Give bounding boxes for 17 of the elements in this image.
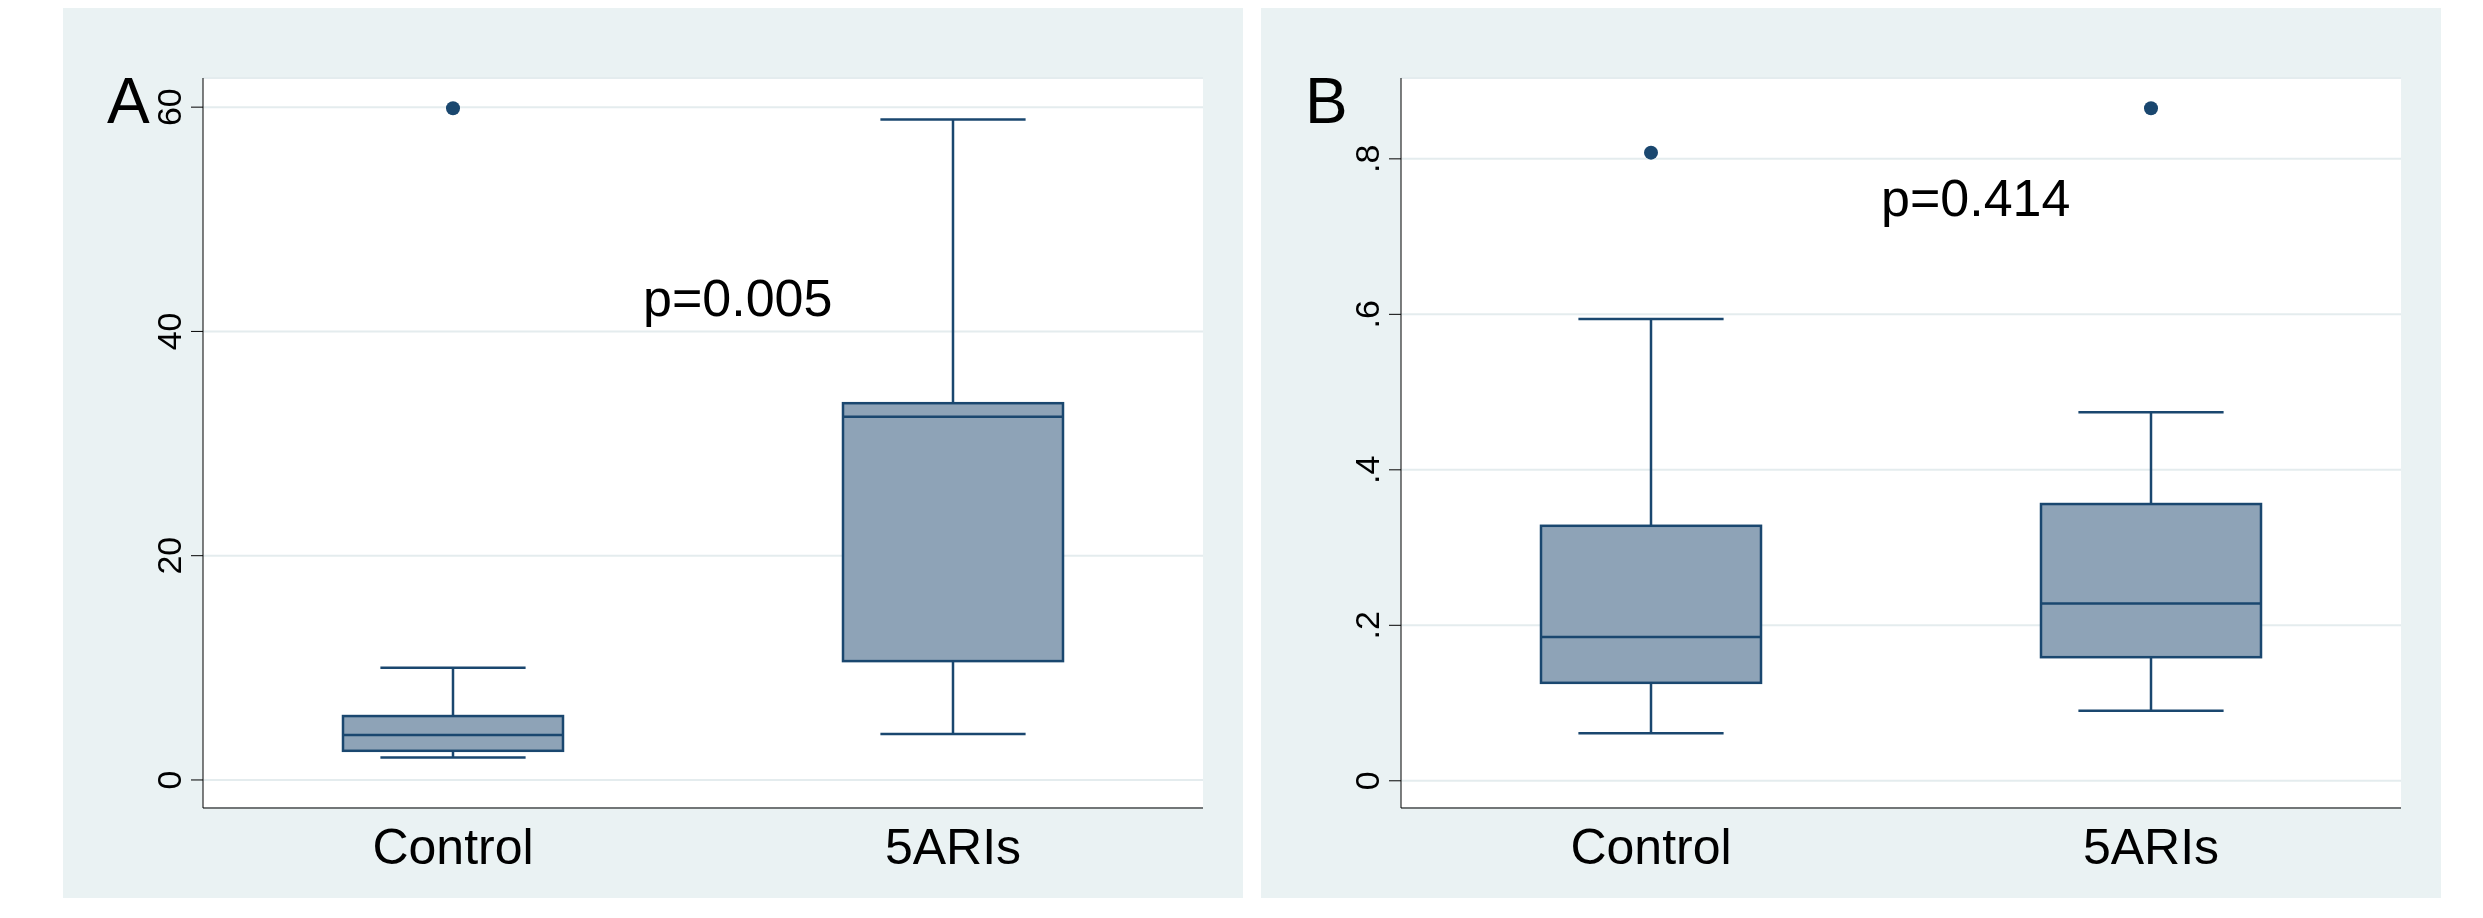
y-tick-label: .8 [1348, 144, 1386, 174]
y-tick-label: 20 [150, 536, 188, 575]
x-tick-label: 5ARIs [2082, 818, 2220, 875]
y-tick-label: .2 [1348, 611, 1386, 640]
y-tick-label: .6 [1348, 300, 1386, 329]
y-tick-label: .4 [1348, 455, 1386, 484]
annotation: p=0.005 [643, 268, 833, 328]
annotation: p=0.414 [1881, 168, 2071, 228]
chart-title: A [107, 64, 150, 138]
chart-title: B [1305, 64, 1348, 138]
x-tick-label: 5ARIs [884, 818, 1022, 875]
y-tick-label: 0 [150, 770, 188, 790]
y-tick-label: 60 [150, 88, 188, 127]
y-tick-label: 0 [1348, 771, 1386, 791]
x-tick-label: Control [372, 818, 534, 875]
y-tick-label: 40 [150, 312, 188, 351]
x-tick-label: Control [1570, 818, 1732, 875]
